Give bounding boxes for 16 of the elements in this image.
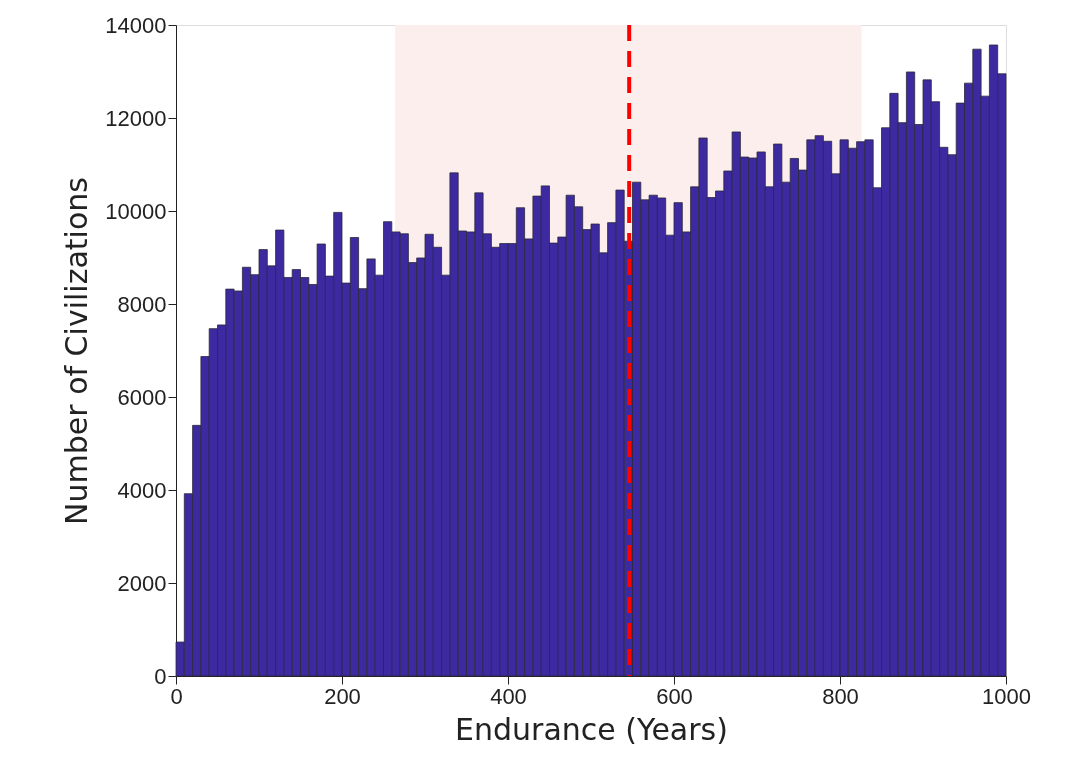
x-tick-label: 800: [822, 683, 859, 709]
x-tick-label: 200: [324, 683, 361, 709]
x-tick-label: 0: [170, 683, 183, 709]
y-tick-label: 0: [154, 663, 167, 689]
y-tick-label: 6000: [117, 384, 167, 410]
y-tick-label: 10000: [105, 198, 167, 224]
y-axis-title: Number of Civilizations: [59, 177, 95, 525]
x-axis-title: Endurance (Years): [455, 711, 728, 747]
x-tick-label: 400: [490, 683, 527, 709]
y-tick-label: 4000: [117, 477, 167, 503]
y-tick-label: 8000: [117, 291, 167, 317]
x-tick-label: 600: [656, 683, 693, 709]
y-tick-label: 12000: [105, 105, 167, 131]
y-tick-label: 2000: [117, 570, 167, 596]
x-tick-label: 1000: [982, 683, 1031, 709]
y-tick-label: 14000: [105, 12, 167, 38]
